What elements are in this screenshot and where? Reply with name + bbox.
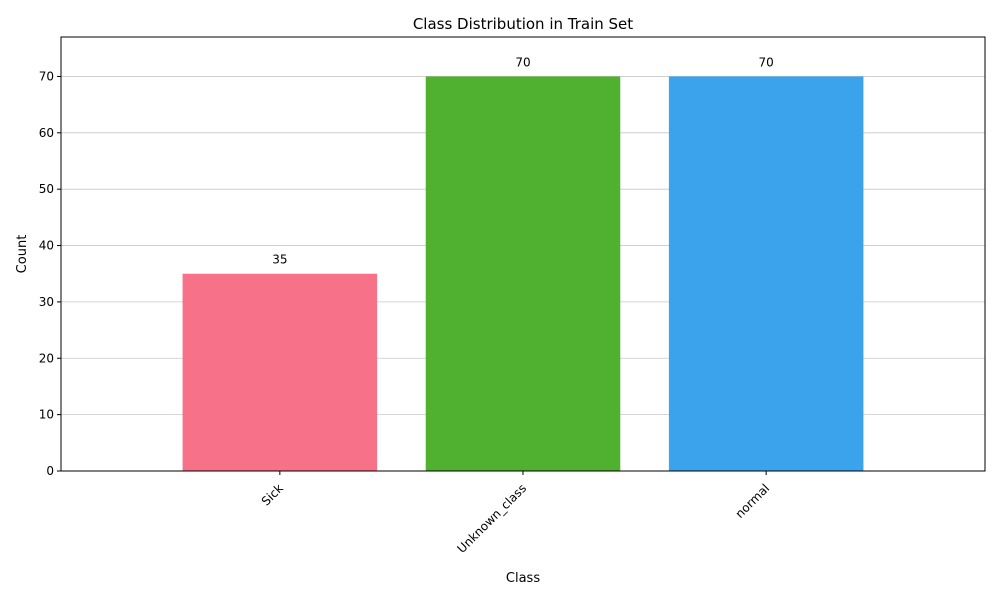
chart-title: Class Distribution in Train Set <box>413 15 633 33</box>
bars <box>182 76 864 472</box>
y-axis-label: Count <box>15 235 30 274</box>
x-tick-label: normal <box>733 481 773 521</box>
data-label: 35 <box>272 253 287 267</box>
x-axis-ticks: Sick Unknown_class normal <box>259 471 773 556</box>
y-axis-ticks: 0 10 20 30 40 50 60 70 <box>39 69 61 478</box>
bar-unknown-class <box>425 76 621 472</box>
bar-sick <box>182 273 378 471</box>
y-tick-label: 50 <box>39 182 54 196</box>
data-label: 70 <box>515 55 530 69</box>
y-tick-label: 40 <box>39 239 54 253</box>
y-tick-label: 70 <box>39 69 54 83</box>
y-tick-label: 20 <box>39 351 54 365</box>
y-tick-label: 0 <box>46 464 54 478</box>
bar-normal <box>668 76 864 472</box>
y-tick-label: 30 <box>39 295 54 309</box>
x-tick-label: Unknown_class <box>455 481 530 556</box>
x-tick-label: Sick <box>259 481 286 508</box>
data-label: 70 <box>759 55 774 69</box>
y-tick-label: 10 <box>39 408 54 422</box>
data-labels: 35 70 70 <box>272 55 774 266</box>
x-axis-label: Class <box>506 571 540 586</box>
y-tick-label: 60 <box>39 126 54 140</box>
